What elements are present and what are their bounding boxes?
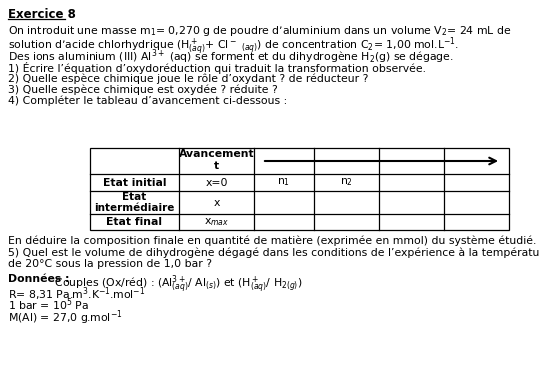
Text: M(Al) = 27,0 g.mol$^{-1}$: M(Al) = 27,0 g.mol$^{-1}$	[8, 308, 123, 326]
Text: 1 bar = 10$^5$ Pa: 1 bar = 10$^5$ Pa	[8, 296, 89, 313]
Text: Etat
intermédiaire: Etat intermédiaire	[94, 192, 174, 213]
Text: Exercice 8: Exercice 8	[8, 8, 76, 21]
Text: Etat final: Etat final	[106, 217, 163, 227]
Text: Données :: Données :	[8, 273, 70, 284]
Bar	[90, 148, 509, 230]
Text: de 20°C sous la pression de 1,0 bar ?: de 20°C sous la pression de 1,0 bar ?	[8, 259, 212, 269]
Text: x: x	[213, 197, 220, 207]
Text: Couples (Ox/réd) : (Al$^{3+}_{(aq)}$/ Al$_{(s)}$) et (H$^+_{(aq)}$/ H$_{2(g)}$): Couples (Ox/réd) : (Al$^{3+}_{(aq)}$/ Al…	[51, 273, 302, 296]
Text: Des ions aluminium (III) Al$^{3+}$ (aq) se forment et du dihydrogène H$_2$(g) se: Des ions aluminium (III) Al$^{3+}$ (aq) …	[8, 47, 454, 66]
Text: 4) Compléter le tableau d’avancement ci-dessous :: 4) Compléter le tableau d’avancement ci-…	[8, 96, 287, 106]
Text: On introduit une masse m$_1$= 0,270 g de poudre d’aluminium dans un volume V$_2$: On introduit une masse m$_1$= 0,270 g de…	[8, 24, 511, 38]
Text: Avancement
t: Avancement t	[179, 149, 254, 171]
Text: 2) Quelle espèce chimique joue le rôle d’oxydant ? de réducteur ?: 2) Quelle espèce chimique joue le rôle d…	[8, 73, 368, 83]
Text: R= 8,31 Pa.m$^3$.K$^{-1}$.mol$^{-1}$: R= 8,31 Pa.m$^3$.K$^{-1}$.mol$^{-1}$	[8, 285, 145, 303]
Text: Etat initial: Etat initial	[103, 177, 166, 188]
Text: 5) Quel est le volume de dihydrogène dégagé dans les conditions de l’expérience : 5) Quel est le volume de dihydrogène dég…	[8, 248, 540, 258]
Text: 3) Quelle espèce chimique est oxydée ? réduite ?: 3) Quelle espèce chimique est oxydée ? r…	[8, 85, 278, 95]
Text: :: :	[65, 8, 73, 21]
Text: x$_{max}$: x$_{max}$	[204, 216, 229, 228]
Text: En déduire la composition finale en quantité de matière (exprimée en mmol) du sy: En déduire la composition finale en quan…	[8, 236, 536, 246]
Text: solution d’acide chlorhydrique (H$^+_{(aq)}$+ Cl$^-$ $_{(aq)}$) de concentration: solution d’acide chlorhydrique (H$^+_{(a…	[8, 35, 459, 58]
Text: n$_2$: n$_2$	[340, 177, 353, 188]
Text: x=0: x=0	[205, 177, 228, 188]
Text: 1) Écrire l’équation d’oxydoréduction qui traduit la transformation observée.: 1) Écrire l’équation d’oxydoréduction qu…	[8, 62, 426, 73]
Text: n$_1$: n$_1$	[278, 177, 291, 188]
